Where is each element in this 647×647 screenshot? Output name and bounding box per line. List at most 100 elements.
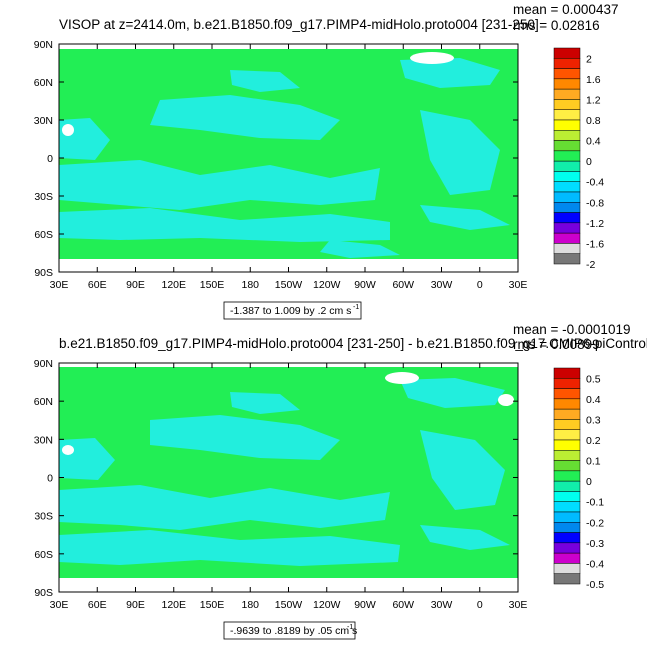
- contour-info: -1.387 to 1.009 by .2 cm s: [230, 305, 351, 317]
- x-tick-label: 0: [477, 599, 483, 611]
- x-tick-label: 120E: [161, 599, 186, 611]
- y-tick-label: 0: [47, 473, 53, 485]
- y-tick-label: 30N: [34, 115, 53, 127]
- rms-label: rms = 0.02816: [513, 18, 600, 33]
- x-tick-label: 30W: [431, 279, 453, 291]
- colorbar-label: -0.2: [586, 517, 604, 529]
- rms-label: rms = 0.00899: [513, 337, 600, 352]
- x-tick-label: 30E: [509, 279, 528, 291]
- x-tick-label: 150E: [200, 279, 225, 291]
- land-patch: [62, 445, 74, 455]
- land-greenland: [410, 52, 454, 64]
- land-patch: [498, 394, 514, 406]
- y-tick-label: 90S: [34, 267, 53, 279]
- colorbar-label: -0.4: [586, 177, 604, 189]
- colorbar-label: 1.2: [586, 94, 601, 106]
- colorbar: 2 1.6 1.2 0.8 0.4 0 -0.4 -0.8 -1.2 -1.6 -2: [553, 47, 604, 271]
- colorbar-swatch: [553, 58, 581, 69]
- colorbar-swatch: [553, 480, 581, 492]
- y-tick-label: 30N: [34, 434, 53, 446]
- colorbar-label: 0.5: [586, 373, 601, 385]
- colorbar-label: -0.4: [586, 558, 604, 570]
- colorbar-swatch: [553, 140, 581, 152]
- colorbar-swatch: [553, 439, 581, 451]
- colorbar-swatch: [553, 47, 581, 59]
- colorbar-swatch: [553, 470, 581, 482]
- colorbar-swatch: [553, 109, 581, 121]
- colorbar-swatch: [553, 130, 581, 141]
- colorbar-swatch: [553, 429, 581, 441]
- field-patches: [59, 378, 510, 566]
- contour-info-box: -1.387 to 1.009 by .2 cm s -1: [223, 301, 362, 320]
- land-patch: [62, 124, 74, 136]
- colorbar-swatch: [553, 99, 581, 110]
- x-tick-label: 150W: [275, 599, 303, 611]
- map-field: [58, 362, 519, 593]
- colorbar-swatch: [553, 450, 581, 461]
- colorbar-label: 0.1: [586, 456, 601, 468]
- contour-info-box: -.9639 to .8189 by .05 cm s -1: [223, 621, 357, 640]
- colorbar-swatch: [553, 78, 581, 90]
- colorbar-swatch: [553, 563, 581, 574]
- y-tick-label: 60N: [34, 396, 53, 408]
- x-tick-label: 30W: [431, 599, 453, 611]
- colorbar-swatch: [553, 191, 581, 203]
- x-tick-label: 90W: [354, 599, 376, 611]
- panel-top: VISOP at z=2414.0m, b.e21.B1850.f09_g17.…: [34, 2, 618, 320]
- panel-bottom: b.e21.B1850.f09_g17.PIMP4-midHolo.proto0…: [34, 322, 647, 640]
- units-superscript: -1: [353, 304, 359, 311]
- panel-title: VISOP at z=2414.0m, b.e21.B1850.f09_g17.…: [59, 17, 539, 32]
- x-tick-label: 60E: [88, 599, 107, 611]
- colorbar-swatch: [553, 552, 581, 564]
- colorbar-label: -0.3: [586, 538, 604, 550]
- x-tick-label: 60E: [88, 279, 107, 291]
- y-tick-label: 0: [47, 153, 53, 165]
- colorbar-swatch: [553, 232, 581, 244]
- colorbar-swatch: [553, 532, 581, 544]
- colorbar-label: 0.8: [586, 115, 601, 127]
- contour-info: -.9639 to .8189 by .05 cm s: [230, 625, 357, 637]
- colorbar-swatch: [553, 408, 581, 420]
- colorbar-label: -0.8: [586, 197, 604, 209]
- colorbar-label: -1.2: [586, 218, 604, 230]
- colorbar-label: -0.5: [586, 579, 604, 591]
- y-tick-label: 90S: [34, 587, 53, 599]
- colorbar-swatch: [553, 212, 581, 224]
- colorbar-swatch: [553, 88, 581, 100]
- y-tick-label: 60N: [34, 77, 53, 89]
- colorbar-swatch: [553, 367, 581, 379]
- y-tick-label: 60S: [34, 229, 53, 241]
- colorbar-swatch: [553, 171, 581, 182]
- x-tick-label: 150E: [200, 599, 225, 611]
- colorbar-swatch: [553, 119, 581, 131]
- colorbar-label: -0.1: [586, 497, 604, 509]
- x-tick-label: 150W: [275, 279, 303, 291]
- colorbar-label: 0.4: [586, 136, 601, 148]
- colorbar-label: 0: [586, 476, 592, 488]
- y-tick-label: 30S: [34, 511, 53, 523]
- y-axis: 90N 60N 30N 0 30S 60S 90S: [34, 39, 518, 279]
- colorbar: 0.5 0.4 0.3 0.2 0.1 0 -0.1 -0.2 -0.3 -0.4 -0.5: [553, 367, 604, 591]
- colorbar-swatch: [553, 202, 581, 213]
- colorbar-swatch: [553, 388, 581, 400]
- x-tick-label: 60W: [392, 599, 414, 611]
- x-tick-label: 30E: [50, 279, 69, 291]
- colorbar-swatch: [553, 243, 581, 254]
- colorbar-label: 0.4: [586, 394, 601, 406]
- colorbar-swatch: [553, 573, 581, 585]
- colorbar-label: 0: [586, 156, 592, 168]
- x-tick-label: 90W: [354, 279, 376, 291]
- colorbar-swatch: [553, 522, 581, 533]
- y-tick-label: 90N: [34, 39, 53, 51]
- colorbar-swatch: [553, 150, 581, 162]
- x-tick-label: 60W: [392, 279, 414, 291]
- map-field: [58, 43, 519, 273]
- colorbar-label: 0.2: [586, 435, 601, 447]
- colorbar-label: 0.3: [586, 414, 601, 426]
- colorbar-label: -1.6: [586, 238, 604, 250]
- x-tick-label: 180: [241, 599, 259, 611]
- x-axis: 30E 60E 90E 120E 150E 180 150W 120W 90W 60W 30W 0 30…: [50, 363, 527, 611]
- colorbar-label: 2: [586, 53, 592, 65]
- x-tick-label: 90E: [126, 279, 145, 291]
